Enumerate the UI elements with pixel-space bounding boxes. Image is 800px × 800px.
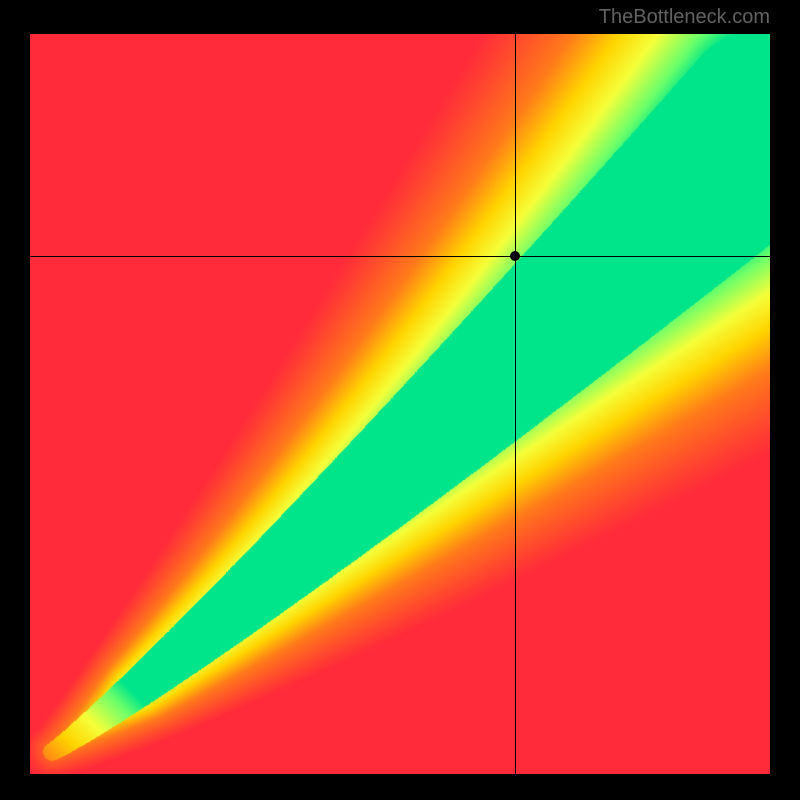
heatmap-canvas <box>30 34 770 774</box>
heatmap-plot <box>30 34 770 774</box>
crosshair-vertical <box>515 34 516 774</box>
marker-dot <box>510 251 520 261</box>
crosshair-horizontal <box>30 256 770 257</box>
watermark: TheBottleneck.com <box>599 6 770 29</box>
